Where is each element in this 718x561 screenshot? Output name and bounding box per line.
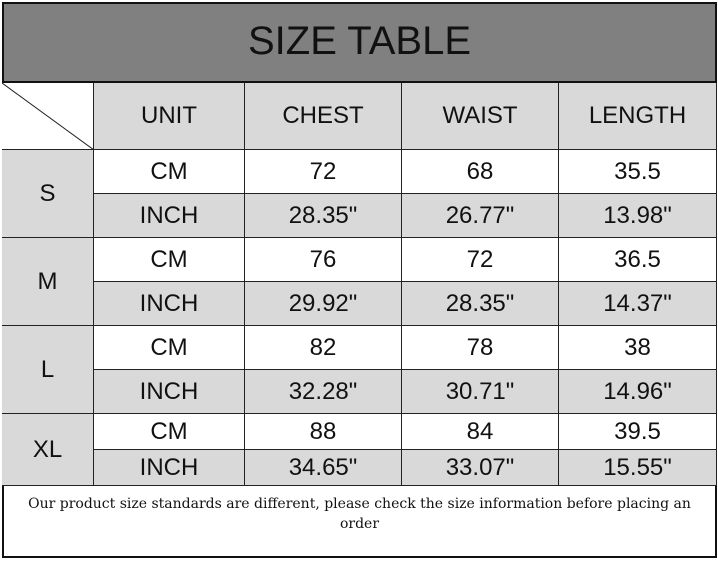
measure-cell: 72 <box>402 238 559 282</box>
measure-cell: 14.37" <box>559 282 717 326</box>
measure-cell: 28.35" <box>245 194 402 238</box>
measure-cell: 38 <box>559 326 717 370</box>
measure-cell: 14.96" <box>559 370 717 414</box>
measure-cell: 15.55" <box>559 450 717 486</box>
header-waist: WAIST <box>402 83 559 150</box>
measure-cell: 88 <box>245 414 402 450</box>
measure-cell: 82 <box>245 326 402 370</box>
measure-cell: 72 <box>245 150 402 194</box>
unit-cell: CM <box>94 150 245 194</box>
measure-cell: 39.5 <box>559 414 717 450</box>
unit-cell: INCH <box>94 194 245 238</box>
measure-cell: 30.71" <box>402 370 559 414</box>
header-unit: UNIT <box>94 83 245 150</box>
unit-cell: CM <box>94 238 245 282</box>
unit-cell: CM <box>94 326 245 370</box>
measure-cell: 78 <box>402 326 559 370</box>
measure-cell: 36.5 <box>559 238 717 282</box>
unit-cell: INCH <box>94 450 245 486</box>
size-label: L <box>2 326 94 414</box>
measure-cell: 13.98" <box>559 194 717 238</box>
header-chest: CHEST <box>245 83 402 150</box>
size-note: Our product size standards are different… <box>28 496 691 532</box>
unit-cell: CM <box>94 414 245 450</box>
measure-cell: 84 <box>402 414 559 450</box>
measure-cell: 33.07" <box>402 450 559 486</box>
size-label: XL <box>2 414 94 486</box>
measure-cell: 68 <box>402 150 559 194</box>
unit-cell: INCH <box>94 370 245 414</box>
measure-cell: 26.77" <box>402 194 559 238</box>
measure-cell: 28.35" <box>402 282 559 326</box>
header-length: LENGTH <box>559 83 717 150</box>
table-title: SIZE TABLE <box>2 2 717 83</box>
corner-cell <box>2 83 94 150</box>
measure-cell: 34.65" <box>245 450 402 486</box>
diagonal-line <box>2 83 94 150</box>
measure-cell: 35.5 <box>559 150 717 194</box>
measure-cell: 29.92" <box>245 282 402 326</box>
measure-cell: 76 <box>245 238 402 282</box>
unit-cell: INCH <box>94 282 245 326</box>
measure-cell: 32.28" <box>245 370 402 414</box>
size-label: M <box>2 238 94 326</box>
size-label: S <box>2 150 94 238</box>
